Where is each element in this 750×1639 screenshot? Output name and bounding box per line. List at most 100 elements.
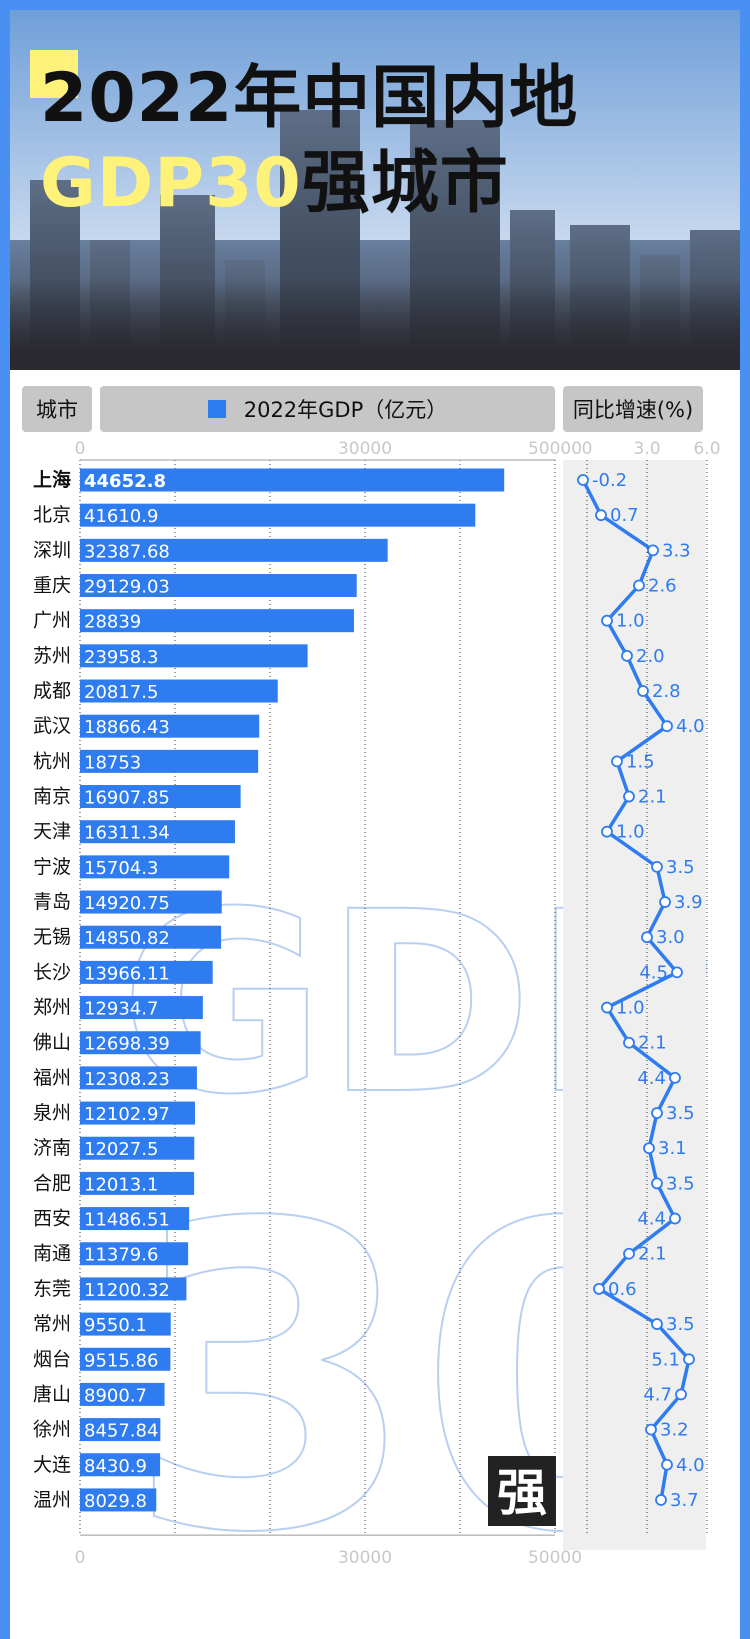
growth-value-label: -0.2 bbox=[592, 470, 627, 491]
growth-value-label: 2.8 bbox=[652, 681, 681, 702]
growth-point bbox=[611, 755, 623, 768]
city-label: 烟台 bbox=[33, 1348, 71, 1370]
growth-value-label: 1.0 bbox=[616, 998, 645, 1019]
gdp-value-label: 18866.43 bbox=[84, 717, 170, 738]
city-label: 东莞 bbox=[33, 1278, 71, 1300]
gdp-value-label: 8900.7 bbox=[84, 1385, 147, 1406]
header-growth: 同比增速(%) bbox=[563, 386, 703, 432]
gdp-value-label: 12027.5 bbox=[84, 1139, 158, 1160]
city-label: 广州 bbox=[33, 610, 71, 632]
watermark-badge-text: 强 bbox=[497, 1464, 547, 1522]
gdp-bar bbox=[80, 714, 260, 738]
growth-point bbox=[669, 1071, 681, 1084]
growth-value-label: 4.7 bbox=[643, 1384, 672, 1405]
hero-banner: 2022年中国内地 GDP30强城市 bbox=[10, 10, 740, 370]
gdp-bar bbox=[80, 1488, 157, 1512]
title-line1: 2022年中国内地 bbox=[40, 59, 579, 138]
gdp-value-label: 16907.85 bbox=[84, 788, 170, 809]
legend-swatch bbox=[207, 400, 226, 418]
growth-point bbox=[623, 1036, 635, 1049]
gdp-tick-label-top: 50000 bbox=[528, 439, 582, 459]
gdp-value-label: 44652.8 bbox=[84, 471, 166, 492]
gdp-bar bbox=[80, 1453, 161, 1477]
growth-value-label: 4.4 bbox=[637, 1068, 666, 1089]
growth-value-label: 2.0 bbox=[636, 646, 665, 667]
gdp-value-label: 12102.97 bbox=[84, 1104, 170, 1125]
city-label: 郑州 bbox=[33, 997, 71, 1019]
gdp-bar bbox=[80, 785, 241, 809]
grid bbox=[79, 459, 708, 1536]
growth-value-label: 1.0 bbox=[616, 822, 645, 843]
growth-point bbox=[623, 1247, 635, 1260]
gdp-bar bbox=[80, 679, 278, 703]
gdp-bar bbox=[80, 1277, 187, 1301]
gdp-chart-svg: GDP 30 强 44652.841610.932387.6829129.032… bbox=[33, 439, 721, 1626]
gdp-bar bbox=[80, 1031, 201, 1055]
growth-point bbox=[645, 1423, 657, 1436]
title-cities: 强城市 bbox=[301, 144, 509, 223]
city-label: 大连 bbox=[33, 1454, 71, 1476]
growth-value-label: 2.6 bbox=[648, 576, 677, 597]
gdp-bar bbox=[80, 1312, 171, 1336]
growth-point bbox=[637, 685, 649, 697]
gdp-bar bbox=[80, 644, 308, 668]
gdp-value-label: 12013.1 bbox=[84, 1174, 158, 1195]
growth-point bbox=[661, 720, 673, 733]
gdp-bar bbox=[80, 1101, 195, 1125]
growth-value-label: 4.4 bbox=[637, 1209, 666, 1230]
gdp-bar bbox=[80, 960, 213, 984]
city-label: 北京 bbox=[33, 504, 71, 526]
title-line2: GDP30强城市 bbox=[40, 150, 509, 218]
gdp-value-label: 8457.84 bbox=[84, 1421, 158, 1442]
gdp-value-label: 11486.51 bbox=[84, 1210, 170, 1231]
growth-value-label: 3.5 bbox=[666, 1314, 695, 1335]
gdp-value-label: 18753 bbox=[84, 752, 141, 773]
growth-point bbox=[659, 896, 671, 908]
growth-point bbox=[623, 790, 635, 803]
growth-point bbox=[601, 1001, 613, 1014]
gdp-bar bbox=[80, 1136, 195, 1160]
gdp-bar bbox=[80, 468, 505, 492]
city-label: 西安 bbox=[33, 1208, 71, 1230]
gdp-bar bbox=[80, 855, 230, 879]
city-label: 泉州 bbox=[33, 1102, 71, 1124]
gdp-bar bbox=[80, 1171, 195, 1195]
growth-value-label: 3.2 bbox=[660, 1420, 689, 1441]
gdp-bar bbox=[80, 1207, 190, 1231]
gdp-value-label: 28839 bbox=[84, 612, 141, 633]
city-label: 南京 bbox=[33, 786, 71, 808]
growth-point bbox=[683, 1353, 695, 1366]
growth-point bbox=[669, 1212, 681, 1225]
gdp-bar bbox=[80, 925, 222, 949]
gdp-value-label: 12308.23 bbox=[84, 1069, 170, 1090]
growth-point bbox=[577, 474, 589, 486]
growth-value-label: 5.1 bbox=[651, 1349, 680, 1370]
growth-value-label: 3.0 bbox=[656, 927, 685, 948]
growth-point bbox=[651, 1107, 663, 1119]
growth-value-label: 3.1 bbox=[658, 1138, 687, 1159]
gdp-value-label: 8430.9 bbox=[84, 1456, 147, 1477]
growth-point bbox=[647, 544, 659, 557]
city-label: 杭州 bbox=[33, 750, 71, 772]
gdp-bar bbox=[80, 1066, 197, 1090]
city-label: 佛山 bbox=[33, 1032, 71, 1054]
header-gdp: 2022年GDP（亿元） bbox=[100, 386, 555, 432]
growth-point bbox=[641, 931, 653, 944]
gdp-bar bbox=[80, 749, 259, 773]
growth-value-label: 3.5 bbox=[666, 1173, 695, 1194]
growth-polyline bbox=[581, 479, 691, 1501]
watermark-badge bbox=[488, 1456, 556, 1526]
city-label: 南通 bbox=[33, 1243, 71, 1265]
growth-value-label: 3.5 bbox=[666, 857, 695, 878]
growth-point bbox=[661, 1458, 673, 1471]
city-label: 武汉 bbox=[33, 715, 71, 737]
growth-tick-label: 6.0 bbox=[693, 439, 720, 459]
chart-panel: 城市 2022年GDP（亿元） 同比增速(%) GDP 30 强 44652.8… bbox=[10, 370, 740, 1639]
growth-value-label: 3.3 bbox=[662, 540, 691, 561]
gdp-bar bbox=[80, 1382, 165, 1406]
city-label: 济南 bbox=[33, 1137, 71, 1159]
growth-point bbox=[671, 966, 683, 979]
growth-point bbox=[601, 825, 613, 838]
city-label: 深圳 bbox=[33, 539, 71, 561]
